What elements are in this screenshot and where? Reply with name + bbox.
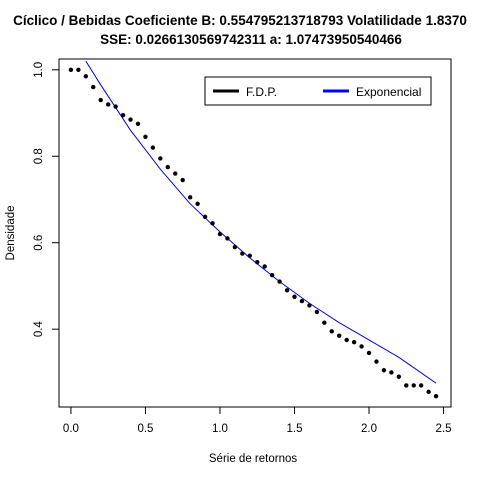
x-tick-label: 2.0 [361,423,377,435]
fdp-point [337,333,342,338]
legend-label-exponencial: Exponencial [356,85,421,99]
y-tick-label: 0.4 [33,321,45,338]
fdp-point [68,67,74,73]
fdp-point [351,339,357,345]
fdp-point [187,195,193,200]
fdp-point [299,298,305,304]
fdp-point [128,117,133,122]
fdp-point [411,383,416,388]
fdp-point [262,264,267,269]
fdp-point [98,97,103,103]
fdp-point [232,244,238,250]
fdp-point [374,359,379,364]
x-tick-label: 2.5 [436,423,452,435]
fdp-point [418,383,424,388]
chart-title-line1: Cíclico / Bebidas Coeficiente B: 0.55479… [13,13,467,28]
fdp-point [83,74,89,79]
fdp-point [217,231,223,237]
fdp-point [404,383,409,388]
legend-frame [204,76,432,106]
fdp-point [389,370,394,375]
fdp-point [113,104,118,109]
fdp-point [426,389,431,395]
fdp-point [240,251,245,256]
y-tick-label: 1.0 [33,62,45,78]
fdp-point [366,350,372,356]
exponencial-line [85,60,437,384]
y-tick-label: 0.8 [33,148,45,164]
fdp-point [359,344,364,349]
fdp-point [329,329,334,334]
fdp-point [284,288,290,293]
fdp-point [396,374,402,379]
fdp-point [76,67,81,73]
fdp-point [120,113,126,118]
fdp-point [314,309,320,315]
fdp-point [322,320,327,325]
y-axis-label: Densidade [5,206,17,261]
legend-label-fdp: F.D.P. [246,85,277,99]
fdp-point [292,294,297,299]
legend: F.D.P. Exponencial [204,76,432,106]
fdp-point [433,393,439,399]
fdp-point [165,164,171,170]
fdp-point [180,177,185,183]
x-tick-label: 1.5 [286,423,302,435]
x-axis-label: Série de retornos [209,453,297,465]
fdp-point [381,368,387,373]
fdp-point [255,259,260,265]
fdp-point [135,121,141,127]
plot-area-frame [58,58,452,408]
fdp-point [247,253,252,258]
y-tick-label: 0.6 [33,235,45,251]
chart-title-line2: SSE: 0.0266130569742311 a: 1.07473950540… [100,32,402,47]
fdp-point [158,156,163,161]
fdp-point [202,214,208,219]
fdp-point [307,303,312,308]
fdp-point [173,171,178,176]
x-tick-label: 1.0 [212,423,228,435]
fdp-point [195,201,200,207]
fdp-point [105,102,111,107]
fdp-point [344,337,349,343]
fdp-point [143,134,148,140]
fdp-point [269,272,275,278]
fdp-point [225,236,230,241]
fdp-point [91,84,96,90]
x-tick-label: 0.0 [63,423,79,435]
x-tick-label: 0.5 [137,423,153,435]
fdp-point [150,145,156,150]
fdp-point [210,221,215,226]
fdp-point [277,279,282,284]
